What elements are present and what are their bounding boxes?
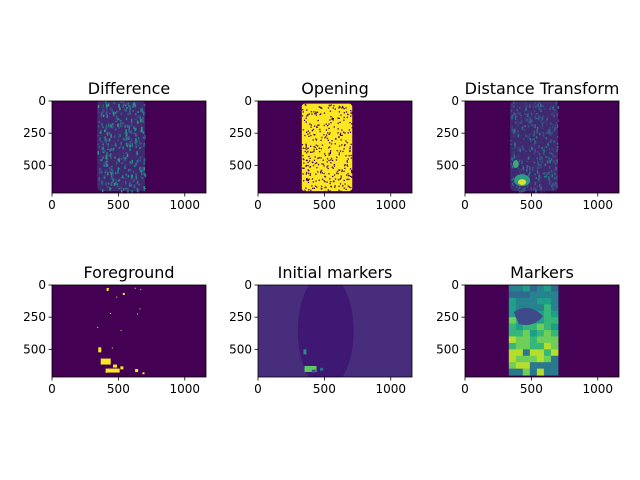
x-tick-label: 1000 [582,198,613,212]
subplot-title: Opening [301,79,368,98]
y-tick-label: 250 [23,126,46,140]
y-tick-label: 500 [436,158,459,172]
x-tick-label: 0 [461,198,469,212]
subplot-title: Foreground [83,263,174,282]
y-tick-label: 250 [436,310,459,324]
x-tick-label: 500 [520,198,543,212]
subplot-3: Distance Transform 0 500 1000 0 250 500 [436,79,620,212]
y-tick-label: 250 [436,126,459,140]
heatmap-image [52,285,206,377]
subplot-6: Markers 0 500 1000 0 250 500 [436,263,620,396]
y-tick-label: 0 [38,94,46,108]
x-tick-label: 1000 [375,198,406,212]
subplot-title: Difference [88,79,170,98]
x-tick-label: 1000 [169,382,200,396]
axes-frame [51,100,207,194]
x-tick-label: 0 [48,198,56,212]
y-tick-label: 250 [229,310,252,324]
y-tick-label: 0 [244,278,252,292]
heatmap-image [465,101,619,193]
heatmap-image [465,285,619,377]
x-tick-label: 1000 [375,382,406,396]
x-tick-label: 500 [107,382,130,396]
x-tick-label: 500 [313,382,336,396]
x-tick-label: 500 [107,198,130,212]
axes-frame [257,284,413,378]
x-tick-label: 1000 [169,198,200,212]
y-tick-label: 0 [38,278,46,292]
subplot-2: Opening 0 500 1000 0 250 500 [229,79,413,212]
x-tick-label: 0 [254,382,262,396]
heatmap-image [258,285,412,377]
axes-frame [464,284,620,378]
y-tick-label: 250 [229,126,252,140]
subplot-5: Initial markers 0 500 1000 0 250 500 [229,263,413,396]
subplot-title: Initial markers [278,263,393,282]
y-tick-label: 0 [244,94,252,108]
y-tick-label: 500 [229,158,252,172]
x-tick-label: 0 [254,198,262,212]
x-tick-label: 500 [520,382,543,396]
y-tick-label: 0 [451,278,459,292]
y-tick-label: 500 [23,342,46,356]
y-tick-label: 500 [436,342,459,356]
axes-frame [464,100,620,194]
axes-frame [51,284,207,378]
x-tick-label: 500 [313,198,336,212]
y-tick-label: 0 [451,94,459,108]
y-tick-label: 500 [23,158,46,172]
x-tick-label: 1000 [582,382,613,396]
heatmap-image [258,101,412,193]
y-tick-label: 500 [229,342,252,356]
x-tick-label: 0 [461,382,469,396]
subplot-1: Difference 0 500 1000 0 250 500 [23,79,207,212]
y-tick-label: 250 [23,310,46,324]
axes-frame [257,100,413,194]
subplot-4: Foreground 0 500 1000 0 250 500 [23,263,207,396]
heatmap-image [52,101,206,193]
x-tick-label: 0 [48,382,56,396]
subplot-title: Markers [510,263,574,282]
subplot-title: Distance Transform [465,79,620,98]
